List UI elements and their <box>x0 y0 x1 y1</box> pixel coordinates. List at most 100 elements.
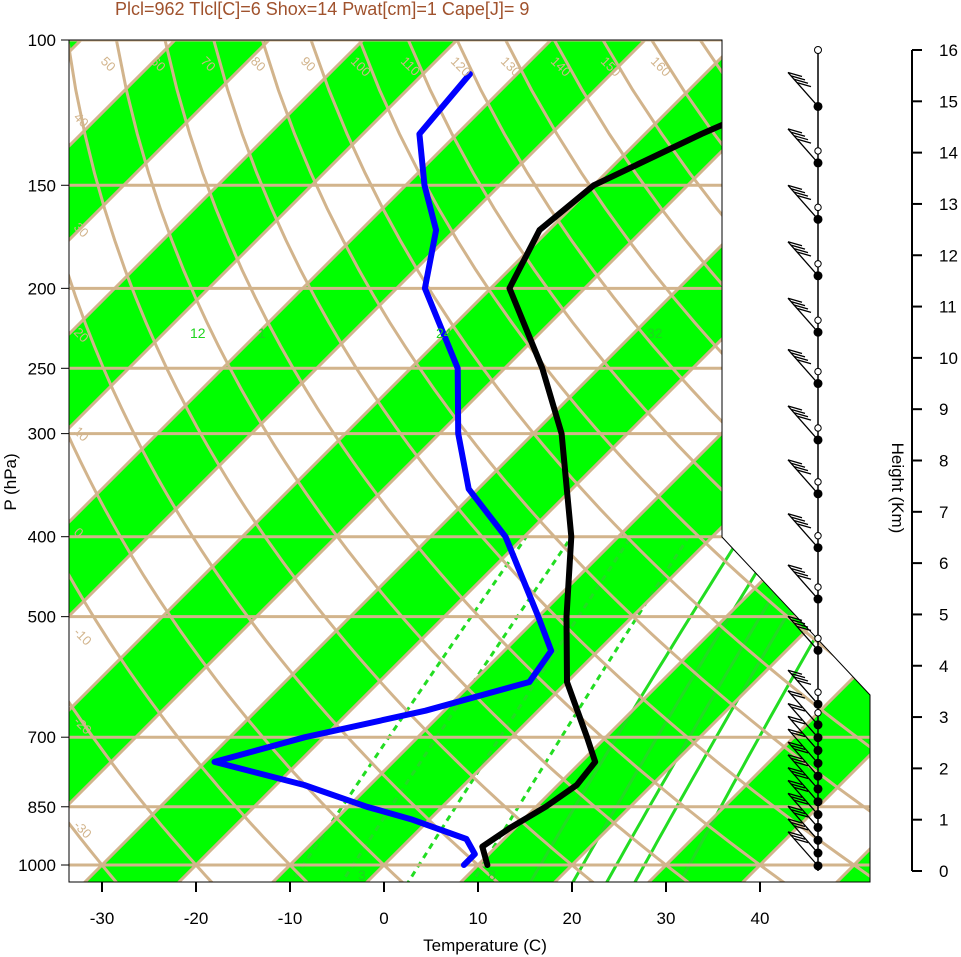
wind-barb-feather <box>796 679 812 686</box>
mixing-ratio-line <box>569 535 780 882</box>
wind-barb-shaft <box>787 754 819 790</box>
wind-barb-feather <box>787 754 803 760</box>
mixing-ratio-label: 12 <box>190 325 206 341</box>
y-axis-label: P (hPa) <box>1 453 20 510</box>
wind-barb-shaft <box>787 615 819 651</box>
height-tick-label: 10 <box>939 349 958 368</box>
wind-barb-shaft <box>787 241 819 277</box>
wind-marker <box>814 147 822 155</box>
wind-barb-feather <box>793 799 809 805</box>
height-tick-label: 6 <box>939 554 948 573</box>
wind-barb-feather <box>787 767 803 773</box>
height-tick-label: 9 <box>939 400 948 419</box>
wind-barb-feather <box>790 834 806 840</box>
wind-barb-shaft <box>787 805 819 841</box>
wind-barb-feather <box>796 307 812 314</box>
wind-barb-feather <box>787 741 803 747</box>
wind-marker <box>814 367 822 376</box>
height-tick-label: 11 <box>939 298 957 317</box>
wind-barb-feather <box>790 808 806 815</box>
wind-barb-feather <box>787 564 803 570</box>
wind-marker <box>814 583 822 591</box>
chart-title-text: Plcl=962 Tlcl[C]=6 Shox=14 Pwat[cm]=1 Ca… <box>115 0 529 19</box>
height-tick-label: 2 <box>939 759 948 778</box>
wind-barb-shaft <box>787 780 819 815</box>
wind-marker <box>814 709 822 717</box>
x-tick-label: 20 <box>563 909 582 928</box>
wind-barb-shaft <box>787 715 819 751</box>
height-tick-label: 7 <box>939 503 948 522</box>
wind-barb-feather <box>790 796 806 802</box>
wind-barb-shaft <box>787 459 819 495</box>
wind-barb-feather <box>790 783 806 789</box>
height-tick-label: 3 <box>939 708 948 727</box>
profiles <box>211 64 837 868</box>
wind-barb-feather <box>790 567 806 574</box>
p-tick-label: 400 <box>28 528 56 547</box>
p-tick-label: 150 <box>28 176 56 195</box>
isotherm-label: -30 <box>71 818 95 842</box>
height-tick-label: 16 <box>939 41 958 60</box>
wind-marker <box>814 203 822 212</box>
wind-barb-feather <box>787 348 803 355</box>
wind-barb-feather <box>793 355 809 361</box>
isotherm-line <box>69 40 853 882</box>
p-tick-label: 200 <box>28 279 56 298</box>
wind-barb-feather <box>790 619 806 625</box>
height-tick-label: 13 <box>939 195 958 214</box>
wind-barb-shaft <box>787 831 819 867</box>
wind-barb-feather <box>793 135 809 141</box>
x-axis-label: Temperature (C) <box>423 936 547 955</box>
wind-barb-feather <box>787 779 803 786</box>
mixing-ratio-label: 1 <box>258 325 266 341</box>
isotherm-label: 10 <box>71 424 92 445</box>
isotherm-line <box>456 40 870 882</box>
wind-barb-feather <box>793 761 809 767</box>
wind-barb-feather <box>793 412 809 418</box>
isotherm-line <box>69 40 759 882</box>
dry-adiabat-line <box>69 40 121 882</box>
wind-barb-shaft <box>787 703 819 739</box>
height-tick-label: 5 <box>939 605 948 624</box>
chart-title: Plcl=962 Tlcl[C]=6 Shox=14 Pwat[cm]=1 Ca… <box>115 0 529 19</box>
wind-marker <box>814 316 822 324</box>
green-band <box>69 40 664 882</box>
wind-barb-feather <box>796 138 812 144</box>
dry-adiabat-line <box>212 40 870 882</box>
wind-barb-feather <box>790 244 806 250</box>
wind-barb-feather <box>787 128 803 134</box>
wind-barb-feather <box>793 786 809 792</box>
wind-barb-shaft <box>787 513 819 549</box>
wind-barb-feather <box>787 818 803 824</box>
wind-barb-shaft <box>787 767 819 803</box>
wind-barb-feather <box>787 702 803 709</box>
wind-barb-feather <box>787 405 803 411</box>
wind-barb-shaft <box>787 72 819 107</box>
wind-barb-feather <box>796 469 812 475</box>
dry-adiabat-line <box>309 40 870 882</box>
wind-marker <box>814 46 822 54</box>
wind-barb-feather <box>790 732 806 738</box>
x-tick-label: -20 <box>184 909 209 928</box>
x-tick-label: -30 <box>90 909 115 928</box>
p-tick-label: 300 <box>28 425 56 444</box>
p-tick-label: 700 <box>28 728 56 747</box>
dry-adiabat-label: 160 <box>648 54 674 80</box>
dry-adiabat-label: 50 <box>98 54 119 75</box>
wind-barb-feather <box>790 300 806 307</box>
wind-barb-feather <box>787 71 803 78</box>
wind-barb-feather <box>790 744 806 751</box>
p-tick-label: 500 <box>28 608 56 627</box>
wind-barb-feather <box>790 408 806 414</box>
dry-adiabat-line <box>163 40 790 882</box>
mixing-ratio-line <box>603 535 810 882</box>
height-tick-label: 15 <box>939 92 958 111</box>
wind-barb-feather <box>787 792 803 799</box>
wind-barb-feather <box>793 571 809 577</box>
dewpoint-line <box>211 71 555 868</box>
isotherm-line <box>69 40 289 882</box>
wind-barb-feather <box>793 622 809 628</box>
